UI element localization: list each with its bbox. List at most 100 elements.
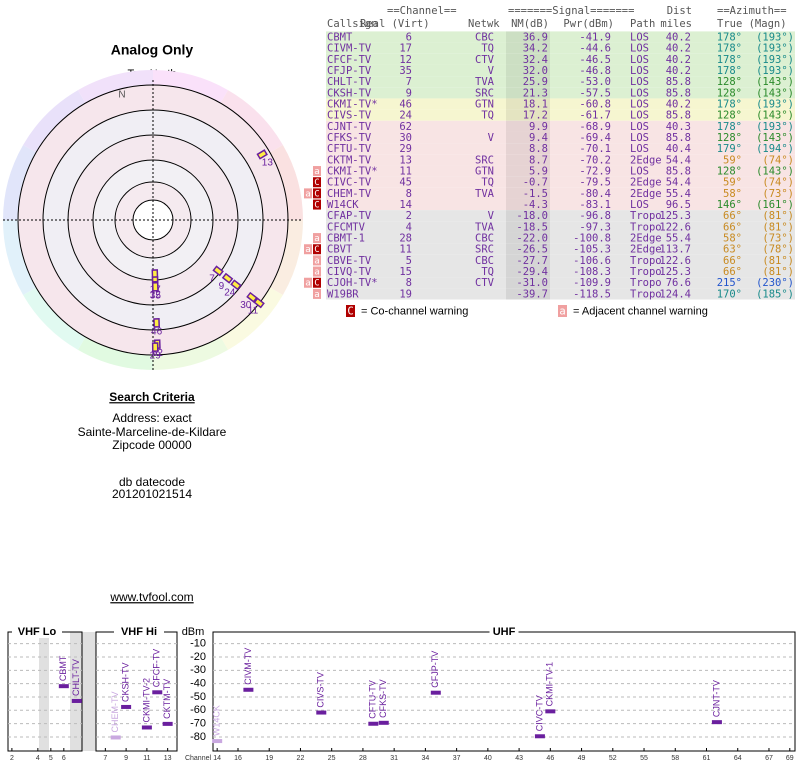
row-background xyxy=(326,187,795,199)
cell-nm: -39.7 xyxy=(516,288,548,300)
station-level xyxy=(368,721,379,726)
row-background xyxy=(326,210,795,222)
header-cell: Path xyxy=(630,18,655,30)
cell-az-magn: (74°) xyxy=(762,177,794,189)
datecode-label: db datecode xyxy=(119,475,185,489)
cell-dist: 55.4 xyxy=(666,188,691,200)
station-marker xyxy=(151,281,159,292)
header-cell: Netwk xyxy=(468,18,500,30)
row-background xyxy=(326,165,795,177)
warning-legend: C = Co-channel warning a = Adjacent chan… xyxy=(346,305,708,318)
cell-az: 170° xyxy=(717,288,742,300)
nm-column-shade xyxy=(506,109,550,121)
cell-az-magn: (143°) xyxy=(756,110,794,122)
x-tick-label: 5 xyxy=(49,755,53,762)
cell-az: 178° xyxy=(717,54,742,66)
cell-pwr: -72.9 xyxy=(579,166,611,178)
cell-pwr: -68.9 xyxy=(579,121,611,133)
cell-real: 35 xyxy=(399,65,412,77)
cell-real: 24 xyxy=(399,110,412,122)
cell-pwr: -46.5 xyxy=(579,54,611,66)
warning-mark: a xyxy=(314,268,319,278)
cell-callsign: CFTU-TV xyxy=(327,143,372,155)
nm-column-shade xyxy=(506,98,550,110)
cell-path: LOS xyxy=(630,76,649,88)
row-background xyxy=(326,87,795,99)
cell-path: Tropo xyxy=(630,288,662,300)
cell-dist: 85.8 xyxy=(666,166,691,178)
cell-az: 128° xyxy=(717,132,742,144)
cell-az: 128° xyxy=(717,110,742,122)
cell-real: 15 xyxy=(399,266,412,278)
cell-az: 146° xyxy=(717,199,742,211)
cell-dist: 76.6 xyxy=(666,277,691,289)
nm-column-shade xyxy=(506,53,550,65)
station-marker xyxy=(153,318,161,328)
datecode: 201201021514 xyxy=(112,487,192,501)
x-tick-label: 52 xyxy=(609,755,617,762)
cell-real: 14 xyxy=(399,199,412,211)
nm-column-shade xyxy=(506,42,550,54)
cell-netwk: CBC xyxy=(475,233,494,245)
nm-column-shade xyxy=(506,277,550,289)
cell-real: 28 xyxy=(399,233,412,245)
x-tick-label: 22 xyxy=(297,755,305,762)
section-title: VHF Lo xyxy=(18,626,57,638)
row-background xyxy=(326,221,795,233)
station-name: CBMT xyxy=(58,655,68,681)
cell-dist: 113.7 xyxy=(659,244,691,256)
section-title-bg xyxy=(489,626,519,638)
adj-mark: a xyxy=(559,306,565,318)
cell-callsign: CFAP-TV xyxy=(327,210,372,222)
cell-path: Tropo xyxy=(630,210,662,222)
x-tick-label: 7 xyxy=(103,755,107,762)
station-name: CIVC-TV xyxy=(534,695,544,731)
cell-pwr: -100.8 xyxy=(573,233,611,245)
cell-dist: 85.8 xyxy=(666,76,691,88)
header-cell: Real (Virt) xyxy=(360,18,430,30)
nm-column-shade xyxy=(506,143,550,155)
header-cell: Callsign xyxy=(327,18,378,30)
warning-box xyxy=(313,188,321,199)
cell-real: 17 xyxy=(399,43,412,55)
search-title: Search Criteria xyxy=(109,390,195,404)
cell-path: 2Edge xyxy=(630,154,662,166)
site-link[interactable]: www.tvfool.com xyxy=(109,590,193,604)
cell-real: 7 xyxy=(406,76,412,88)
cell-az: 66° xyxy=(723,255,742,267)
row-background xyxy=(326,76,795,88)
co-text: = Co-channel warning xyxy=(361,305,468,317)
y-tick-label: -70 xyxy=(190,718,206,730)
cell-az: 178° xyxy=(717,121,742,133)
nm-column-shade xyxy=(506,265,550,278)
row-background xyxy=(326,53,795,65)
row-background xyxy=(326,176,795,188)
cell-callsign: CHEM-TV xyxy=(327,188,372,200)
station-channel: 29 xyxy=(150,351,162,362)
cell-callsign: CBVE-TV xyxy=(327,255,372,267)
nm-column-shade xyxy=(506,154,550,166)
cell-dist: 40.2 xyxy=(666,65,691,77)
station-level xyxy=(141,725,152,730)
station-name: CIVS-TV xyxy=(316,672,326,708)
cell-real: 8 xyxy=(406,277,412,289)
cell-callsign: CFKS-TV xyxy=(327,132,372,144)
cell-real: 12 xyxy=(399,54,412,66)
section-title-bg xyxy=(114,626,164,638)
x-tick-label: 4 xyxy=(36,755,40,762)
cell-netwk: CTV xyxy=(475,277,495,289)
cell-path: LOS xyxy=(630,43,649,55)
cell-nm: 18.1 xyxy=(523,99,548,111)
cell-nm: -26.5 xyxy=(516,244,548,256)
cell-nm: -18.5 xyxy=(516,221,548,233)
y-tick-label: -80 xyxy=(190,731,206,743)
cell-path: 2Edge xyxy=(630,233,662,245)
cell-pwr: -70.2 xyxy=(579,154,611,166)
cell-real: 46 xyxy=(399,99,412,111)
station-channel: 30 xyxy=(240,300,252,311)
station-level xyxy=(152,690,163,695)
site-link-text[interactable]: www.tvfool.com xyxy=(109,590,193,604)
cell-nm: -18.0 xyxy=(516,210,548,222)
cell-nm: 34.2 xyxy=(523,43,548,55)
nm-column-shade xyxy=(506,243,550,255)
